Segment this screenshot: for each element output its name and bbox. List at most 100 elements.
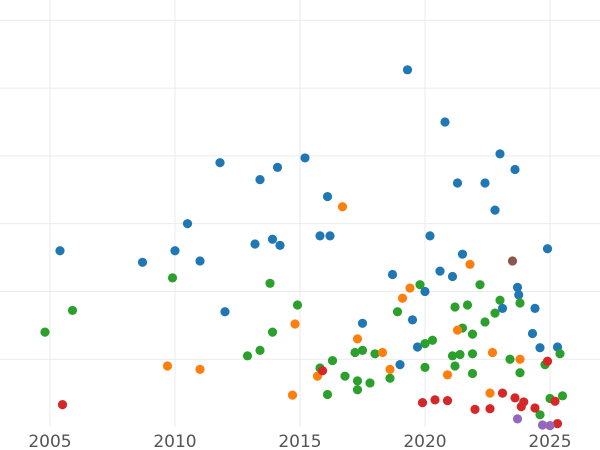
data-points — [40, 65, 568, 431]
data-point — [242, 351, 253, 361]
data-point — [220, 307, 230, 317]
data-point — [455, 349, 465, 360]
data-point — [447, 351, 458, 361]
data-point — [450, 302, 460, 312]
data-point — [452, 325, 463, 335]
data-point — [397, 293, 408, 303]
data-point — [412, 342, 423, 352]
data-point — [552, 419, 563, 429]
data-point — [315, 231, 325, 241]
data-point — [440, 117, 450, 127]
data-point — [402, 65, 413, 75]
data-point — [530, 403, 540, 413]
data-point — [535, 343, 545, 353]
data-point — [250, 239, 260, 249]
data-point — [57, 400, 68, 410]
data-point — [512, 282, 523, 292]
data-point — [267, 234, 278, 244]
data-point — [370, 349, 380, 359]
data-point — [497, 388, 508, 398]
data-point — [395, 360, 405, 370]
data-point — [495, 295, 505, 305]
data-point — [162, 361, 173, 371]
data-point — [510, 164, 520, 175]
x-tick-label: 2025 — [528, 432, 571, 450]
data-point — [352, 376, 363, 386]
data-point — [535, 410, 545, 420]
data-point — [325, 231, 335, 241]
data-point — [497, 303, 508, 313]
data-point — [300, 153, 310, 163]
data-point — [265, 278, 275, 288]
data-point — [510, 393, 520, 403]
data-point — [167, 273, 178, 283]
data-point — [322, 191, 333, 202]
data-point — [327, 355, 338, 366]
series-brown — [507, 256, 518, 266]
data-point — [377, 347, 388, 358]
data-point — [337, 202, 348, 212]
data-point — [55, 246, 65, 256]
x-axis-tick-labels: 2005 2010 2015 2020 2025 — [28, 432, 571, 450]
x-tick-label: 2015 — [278, 432, 321, 450]
data-point — [195, 364, 205, 374]
data-point — [292, 300, 303, 310]
data-point — [425, 231, 435, 241]
data-point — [357, 345, 368, 356]
x-tick-label: 2005 — [28, 432, 71, 450]
data-point — [357, 318, 368, 328]
data-point — [392, 307, 403, 317]
series-blue — [55, 65, 563, 370]
data-point — [452, 178, 463, 188]
data-point — [467, 329, 478, 339]
gridlines — [0, 0, 600, 427]
data-point — [67, 305, 78, 316]
data-point — [317, 366, 328, 376]
data-point — [519, 397, 529, 407]
series-green — [40, 273, 568, 420]
data-point — [475, 280, 485, 290]
x-tick-label: 2010 — [153, 432, 196, 450]
series-purple — [512, 414, 555, 431]
data-point — [462, 300, 473, 310]
data-point — [514, 290, 524, 300]
data-point — [385, 373, 395, 383]
data-point — [435, 266, 445, 276]
data-point — [537, 420, 548, 430]
data-point — [557, 391, 568, 401]
data-point — [322, 389, 333, 400]
data-point — [450, 361, 460, 371]
data-point — [470, 404, 480, 414]
data-point — [420, 362, 430, 372]
data-point — [365, 378, 375, 388]
data-point — [405, 283, 415, 293]
data-point — [495, 149, 505, 159]
series-orange — [162, 202, 525, 400]
data-point — [515, 354, 525, 364]
data-point — [427, 335, 438, 345]
data-point — [420, 286, 430, 297]
data-point — [255, 175, 265, 185]
data-point — [542, 244, 553, 254]
data-point — [530, 303, 540, 313]
data-point — [487, 347, 498, 358]
data-point — [485, 388, 495, 398]
data-point — [195, 256, 205, 266]
data-point — [170, 246, 180, 256]
data-point — [515, 298, 525, 308]
data-point — [550, 396, 560, 406]
data-point — [430, 395, 440, 405]
data-point — [490, 205, 500, 215]
data-point — [415, 280, 425, 290]
data-point — [490, 308, 500, 318]
data-point — [255, 345, 265, 356]
data-point — [215, 158, 225, 168]
data-point — [442, 395, 453, 406]
data-point — [287, 390, 298, 400]
data-point — [275, 240, 285, 250]
data-point — [182, 219, 193, 229]
data-point — [385, 364, 395, 374]
series-red — [57, 356, 563, 429]
data-point — [420, 339, 430, 349]
data-point — [555, 349, 565, 359]
